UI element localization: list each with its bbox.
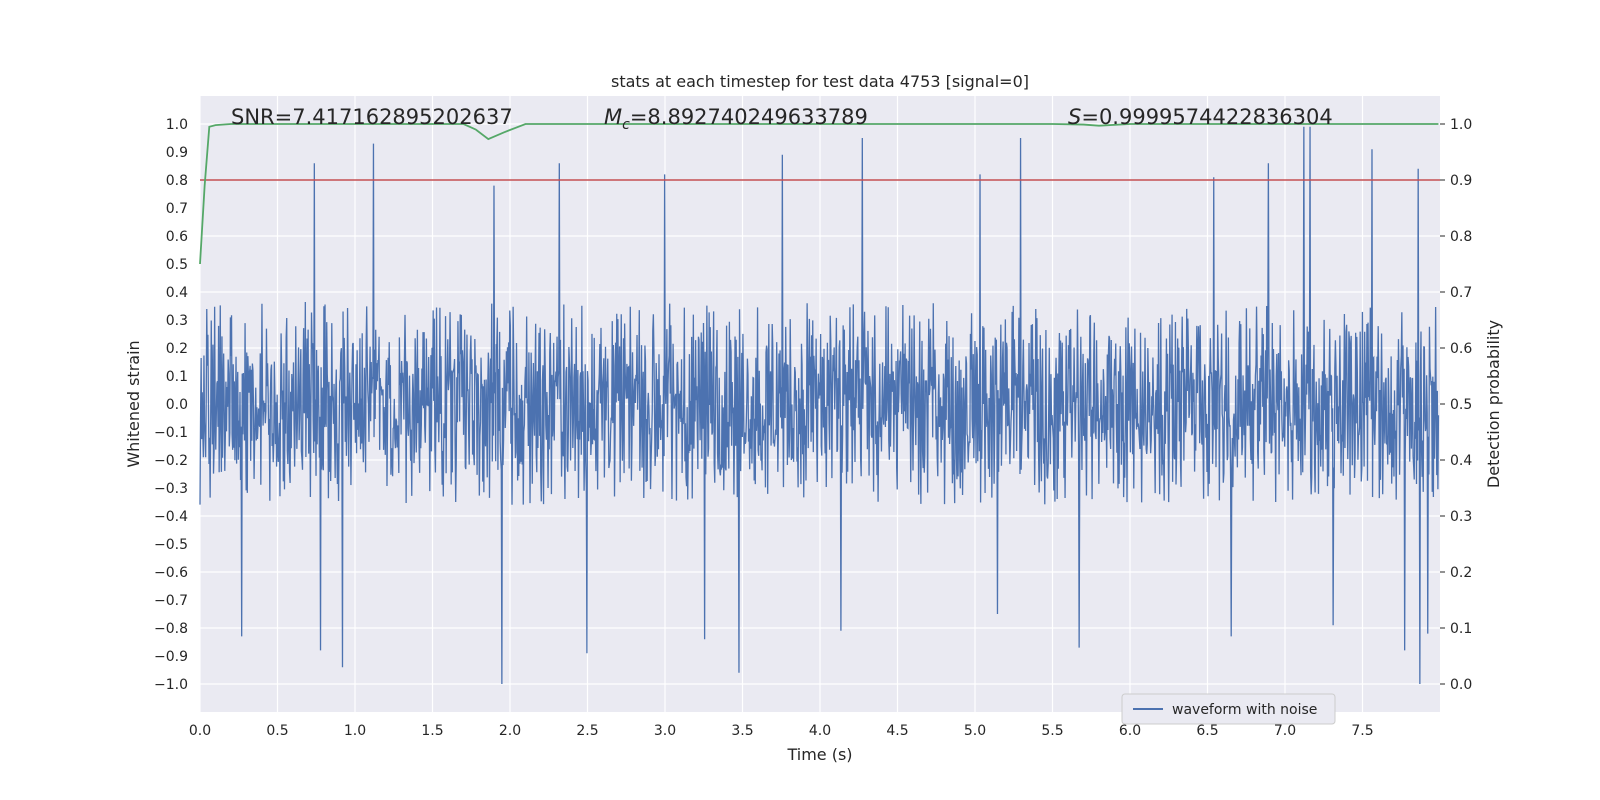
y-tick-label: 0.7 — [166, 201, 188, 217]
y-tick-label: −0.1 — [154, 425, 188, 441]
y2-tick-label: 1.0 — [1450, 117, 1472, 133]
x-tick-label: 0.5 — [266, 723, 288, 739]
y-tick-label: −0.3 — [154, 481, 188, 497]
s-value: =0.9999574422836304 — [1081, 105, 1332, 129]
y2-tick-label: 0.2 — [1450, 565, 1472, 581]
y-tick-label: 0.8 — [166, 173, 188, 189]
s-annotation: S=0.9999574422836304 — [1068, 105, 1333, 129]
s-symbol: S — [1068, 105, 1081, 129]
waveform-series-line — [199, 126, 1440, 685]
y-tick-label: −0.2 — [154, 453, 188, 469]
y-tick-label: 0.9 — [166, 145, 188, 161]
legend-label: waveform with noise — [1172, 702, 1317, 718]
x-tick-label: 6.0 — [1119, 723, 1141, 739]
detection-probability-line — [199, 123, 1439, 265]
chirp-mass-annotation: Mc=8.892740249633789 — [604, 105, 868, 133]
legend-box — [1121, 693, 1336, 725]
chart-title: stats at each timestep for test data 475… — [611, 72, 1029, 91]
x-tick-label: 5.5 — [1041, 723, 1063, 739]
y-tick-label: −0.9 — [154, 649, 188, 665]
x-tick-label: 1.5 — [421, 723, 443, 739]
x-axis-label: Time (s) — [786, 745, 852, 764]
y-tick-label: −0.4 — [154, 509, 188, 525]
x-tick-label: 6.5 — [1196, 723, 1218, 739]
y2-tick-label: 0.6 — [1450, 341, 1472, 357]
x-tick-label: 7.0 — [1274, 723, 1296, 739]
y2-tick-label: 0.8 — [1450, 229, 1472, 245]
x-tick-label: 2.0 — [499, 723, 521, 739]
y2-tick-label: 0.1 — [1450, 621, 1472, 637]
y2-axis-label: Detection probability — [1484, 320, 1503, 488]
x-tick-label: 3.0 — [654, 723, 676, 739]
y-tick-label: −1.0 — [154, 677, 188, 693]
x-tick-label: 1.0 — [344, 723, 366, 739]
y2-tick-label: 0.9 — [1450, 173, 1472, 189]
chirp-mass-subscript: c — [622, 117, 630, 133]
y-tick-label: 0.3 — [166, 313, 188, 329]
x-tick-label: 2.5 — [576, 723, 598, 739]
y2-tick-label: 0.5 — [1450, 397, 1472, 413]
y-tick-label: 0.2 — [166, 341, 188, 357]
x-tick-label: 4.0 — [809, 723, 831, 739]
legend: waveform with noise — [1121, 693, 1336, 725]
y2-tick-label: 0.0 — [1450, 677, 1472, 693]
y2-tick-label: 0.7 — [1450, 285, 1472, 301]
x-tick-label: 4.5 — [886, 723, 908, 739]
x-tick-label: 3.5 — [731, 723, 753, 739]
x-axis-ticks: 0.0 0.5 1.0 1.5 2.0 2.5 3.0 3.5 4.0 4.5 5.0 5.5 6.0 6… — [189, 723, 1374, 739]
y-tick-label: 0.4 — [166, 285, 188, 301]
x-tick-label: 7.5 — [1351, 723, 1373, 739]
y-axis-label: Whitened strain — [124, 340, 143, 467]
chirp-mass-symbol: M — [604, 105, 622, 129]
y-tick-label: 0.5 — [166, 257, 188, 273]
y-tick-label: 0.0 — [166, 397, 188, 413]
y2-axis-ticks: 1.0 0.9 0.8 0.7 0.6 0.5 0.4 0.3 0.2 0.1 0.0 — [1440, 117, 1472, 693]
y-axis-ticks: 1.0 0.9 0.8 0.7 0.6 0.5 0.4 0.3 0.2 0.1 0.0 −0.1 −0.… — [154, 117, 188, 693]
y-tick-label: −0.5 — [154, 537, 188, 553]
chirp-mass-value: =8.892740249633789 — [630, 105, 868, 129]
y-tick-label: 0.6 — [166, 229, 188, 245]
y-tick-label: −0.7 — [154, 593, 188, 609]
y-tick-label: 1.0 — [166, 117, 188, 133]
x-tick-label: 5.0 — [964, 723, 986, 739]
y-tick-label: 0.1 — [166, 369, 188, 385]
snr-annotation: SNR=7.417162895202637 — [231, 105, 513, 129]
y-tick-label: −0.8 — [154, 621, 188, 637]
x-tick-label: 0.0 — [189, 723, 211, 739]
y2-tick-label: 0.4 — [1450, 453, 1472, 469]
y2-tick-label: 0.3 — [1450, 509, 1472, 525]
y-tick-label: −0.6 — [154, 565, 188, 581]
series-layer — [199, 123, 1440, 685]
